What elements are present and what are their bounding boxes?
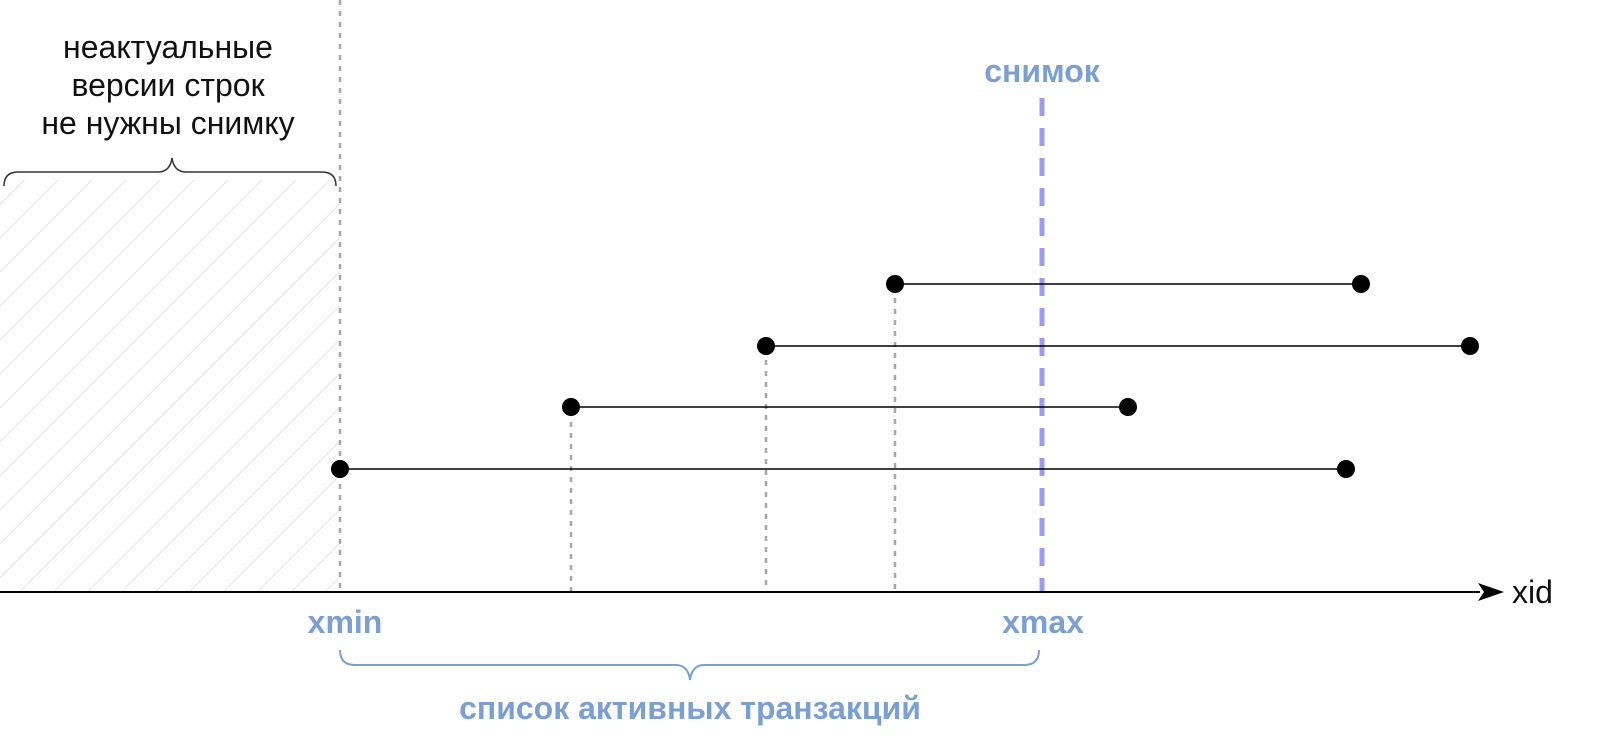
- transaction-start-dot-2: [562, 398, 580, 416]
- obsolete-brace: [3, 157, 337, 187]
- transaction-start-dot-1: [331, 460, 349, 478]
- transaction-end-dot-4: [1352, 275, 1370, 293]
- transaction-end-dot-2: [1119, 398, 1137, 416]
- transaction-end-dot-3: [1461, 337, 1479, 355]
- xmax-label: xmax: [1002, 604, 1084, 640]
- active-list-label: список активных транзакций: [459, 690, 921, 726]
- xmin-label: xmin: [308, 604, 383, 640]
- transaction-end-dot-1: [1337, 460, 1355, 478]
- transaction-start-dot-4: [886, 275, 904, 293]
- obsolete-label-line2: версии строк: [71, 67, 265, 103]
- obsolete-label-line1: неактуальные: [63, 29, 273, 65]
- obsolete-region: [0, 180, 340, 592]
- snapshot-label: снимок: [984, 53, 1101, 89]
- xid-axis-label: xid: [1512, 574, 1553, 610]
- transaction-start-dot-3: [757, 337, 775, 355]
- active-list-brace: [339, 649, 1040, 681]
- obsolete-label-line3: не нужны снимку: [41, 105, 294, 141]
- xid-axis-arrowhead: [1478, 583, 1504, 601]
